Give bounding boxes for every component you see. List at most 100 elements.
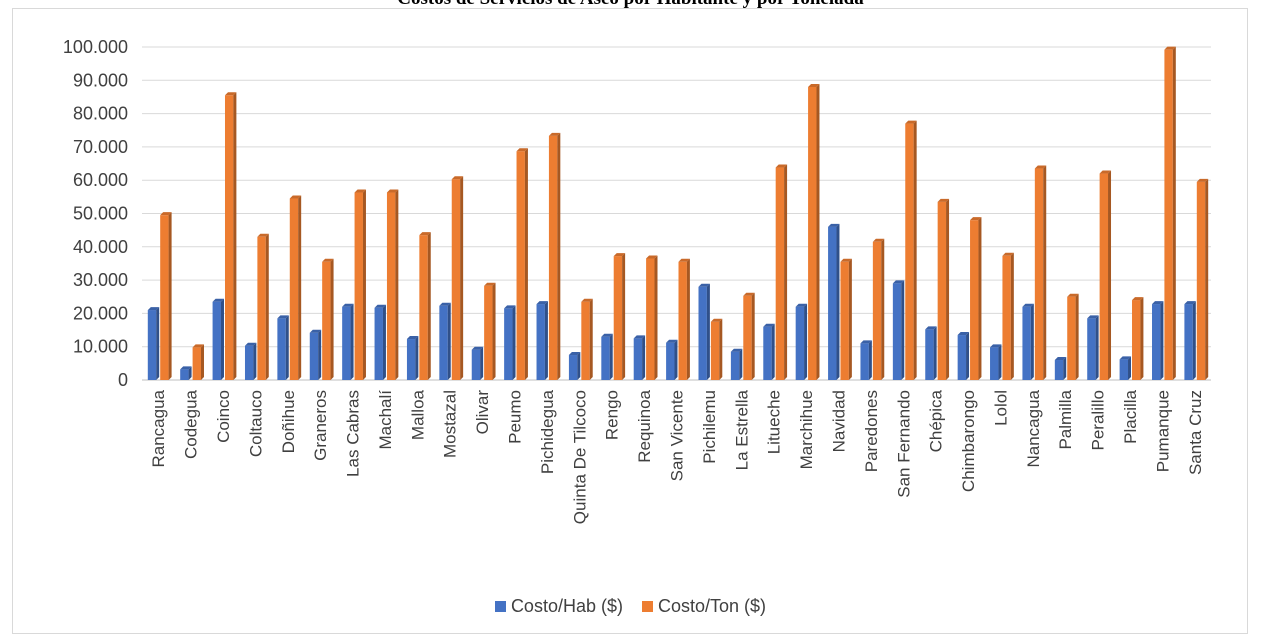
bar-side (686, 258, 690, 380)
bar-top (633, 335, 646, 339)
x-tick-label: Graneros (311, 390, 330, 461)
bar-costo-ton (678, 261, 687, 380)
legend-item-costo-ton: Costo/Ton ($) (642, 596, 766, 617)
bar-top (678, 258, 690, 262)
bar-side (1192, 301, 1196, 380)
bar-costo-ton (419, 235, 428, 380)
bar-top (957, 332, 970, 336)
x-tick-label: Las Cabras (344, 390, 363, 477)
bar-top (309, 329, 322, 333)
y-tick-label: 100.000 (63, 37, 128, 57)
bar-top (581, 298, 593, 302)
bar-side (739, 348, 743, 380)
x-tick-label: Malloa (408, 389, 427, 440)
bar-costo-ton (1099, 173, 1109, 380)
bar-costo-hab (471, 349, 481, 380)
chart-legend: Costo/Hab ($) Costo/Ton ($) (0, 596, 1261, 617)
bar-costo-hab (504, 308, 513, 380)
bar-side (933, 326, 937, 380)
x-tick-label: Coltauco (246, 390, 265, 457)
bar-costo-ton (192, 347, 201, 380)
bar-top (224, 92, 237, 96)
bar-top (277, 315, 289, 319)
bar-side (1095, 315, 1099, 380)
y-tick-label: 70.000 (73, 137, 128, 157)
bar-top (905, 120, 917, 124)
bar-costo-hab (1022, 306, 1031, 380)
bar-costo-hab (406, 339, 416, 380)
bar-side (557, 132, 561, 380)
legend-swatch-costo-ton (642, 601, 653, 612)
bar-side (654, 255, 658, 380)
bar-chart: 0 10.000 20.000 30.000 40.000 50.000 60.000 70.… (63, 37, 1211, 524)
bar-top (743, 292, 755, 296)
bar-top (1196, 178, 1209, 182)
bar-top (548, 132, 561, 136)
bar-costo-hab (439, 305, 448, 380)
bar-costo-hab (1054, 360, 1064, 380)
bar-side (512, 305, 516, 380)
x-tick-label: Nancagua (1024, 389, 1043, 467)
bar-top (872, 238, 885, 242)
chart-frame (12, 8, 1248, 634)
bar-top (1087, 315, 1099, 319)
bar-costo-hab (1184, 304, 1193, 380)
bar-top (840, 258, 852, 262)
bar-costo-ton (354, 192, 363, 380)
bar-costo-ton (322, 261, 331, 380)
bar-top (212, 298, 224, 302)
y-tick-label: 20.000 (73, 303, 128, 323)
bar-side (253, 342, 257, 380)
y-tick-label: 40.000 (73, 237, 128, 257)
bar-side (318, 329, 322, 380)
bar-top (1022, 303, 1034, 307)
bar-costo-ton (775, 167, 785, 380)
bar-side (1205, 178, 1209, 380)
bar-costo-ton (548, 135, 558, 380)
bar-top (1119, 356, 1132, 360)
x-tick-label: Marchihue (797, 390, 816, 469)
bar-side (220, 298, 224, 380)
x-tick-label: La Estrella (732, 389, 751, 470)
bar-top (828, 223, 840, 227)
legend-swatch-costo-hab (494, 601, 506, 612)
bar-side (1128, 356, 1132, 380)
bar-side (415, 336, 419, 380)
bar-top (192, 344, 204, 348)
bar-costo-hab (1152, 304, 1161, 380)
bar-top (257, 233, 269, 237)
bar-side (1075, 293, 1079, 380)
bar-side (395, 189, 399, 380)
bar-top (666, 339, 678, 343)
x-tick-label: San Fernando (894, 390, 913, 498)
bar-top (1099, 170, 1112, 174)
y-tick-label: 90.000 (73, 70, 128, 90)
bar-top (244, 342, 257, 346)
bar-side (1030, 303, 1034, 380)
legend-item-costo-hab: Costo/Hab ($) (494, 596, 623, 617)
bar-costo-hab (180, 369, 189, 380)
bar-top (730, 348, 743, 352)
bar-top (1054, 357, 1067, 361)
x-tick-label: Paredones (862, 390, 881, 472)
bar-top (516, 148, 528, 152)
bar-side (622, 253, 626, 380)
bar-costo-ton (808, 86, 817, 381)
bar-top (451, 176, 464, 180)
bar-top (601, 333, 613, 337)
bar-side (836, 223, 840, 380)
bar-side (156, 307, 160, 380)
bar-costo-hab (990, 347, 999, 380)
bar-side (609, 333, 613, 380)
bar-top (1132, 297, 1144, 301)
y-tick-label: 30.000 (73, 270, 128, 290)
x-tick-label: Requinoa (635, 389, 654, 462)
bar-costo-ton (160, 215, 169, 380)
bar-costo-hab (925, 329, 934, 380)
x-tick-label: Pichilemu (700, 390, 719, 464)
bar-top (808, 83, 820, 87)
x-tick-label: Codegua (182, 389, 201, 459)
bar-costo-hab (698, 286, 707, 380)
bar-side (524, 148, 528, 380)
bar-costo-hab (828, 226, 837, 380)
